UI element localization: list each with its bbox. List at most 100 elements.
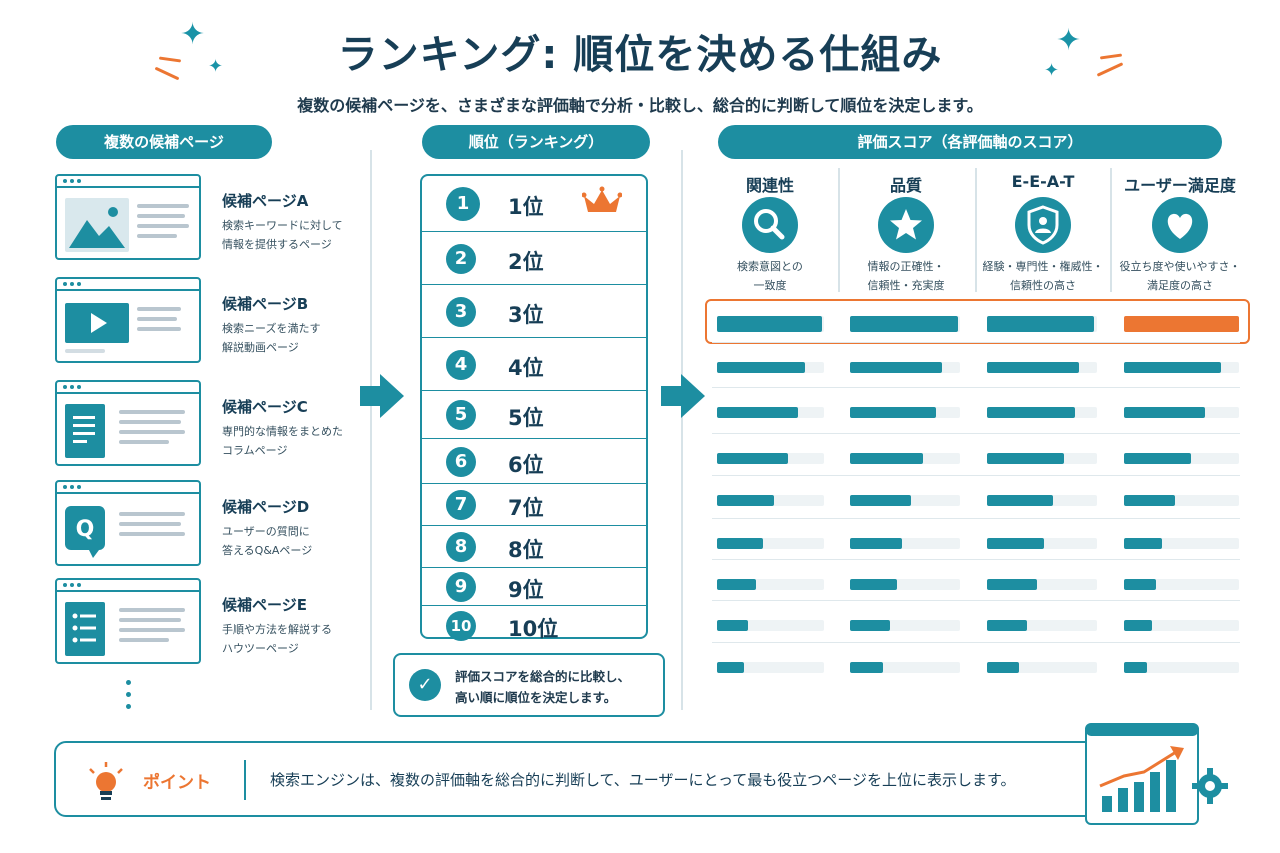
score-bar [1124, 579, 1156, 590]
candidate-title: 候補ページE [222, 596, 307, 614]
point-separator [244, 760, 246, 800]
rank-number-badge: 6 [446, 446, 476, 477]
score-bar [717, 662, 744, 673]
score-row-divider [712, 600, 1240, 601]
score-bar [1124, 407, 1205, 418]
rank-row: 8 8位 [422, 526, 646, 568]
score-bar-track [987, 579, 1097, 590]
rank-label: 9位 [508, 578, 544, 602]
metric-description: 経験・専門性・権威性・ 信頼性の高さ [982, 260, 1104, 292]
score-row-divider [712, 559, 1240, 560]
score-row-divider [712, 387, 1240, 388]
score-bar [987, 362, 1079, 373]
rank-number-badge: 2 [446, 243, 476, 274]
score-bar [850, 662, 883, 673]
candidate-page-e-thumbnail [55, 578, 201, 664]
score-bar-track [850, 495, 960, 506]
score-bar-track [850, 407, 960, 418]
rank-label: 7位 [508, 496, 544, 520]
score-bar-track [987, 620, 1097, 631]
score-bar [717, 362, 805, 373]
score-bar-track [1124, 538, 1239, 549]
score-bar-track [850, 620, 960, 631]
score-bar-track [850, 579, 960, 590]
top-rank-highlight [705, 299, 1250, 344]
metric-name: E-E-A-T [1011, 172, 1075, 191]
score-bar-track [717, 316, 824, 332]
score-row-divider [712, 475, 1240, 476]
more-dots-icon [126, 680, 132, 716]
arrow-right-icon [661, 374, 705, 418]
score-bar [850, 316, 958, 332]
list-icon [65, 602, 105, 656]
score-bar [987, 538, 1044, 549]
score-bar [850, 538, 902, 549]
score-bar [987, 579, 1037, 590]
score-bar-track [717, 407, 824, 418]
rank-number-badge: 5 [446, 400, 476, 430]
score-bar [717, 538, 763, 549]
score-bar-track [987, 407, 1097, 418]
score-bar [987, 495, 1053, 506]
star-icon [878, 197, 934, 253]
score-bar [850, 495, 911, 506]
candidate-title: 候補ページC [222, 398, 308, 416]
metric-description: 役立ち度や使いやすさ・ 満足度の高さ [1119, 260, 1241, 292]
column-separator [975, 168, 977, 292]
video-icon [65, 303, 129, 343]
arrow-right-icon [360, 374, 404, 418]
score-bar-track [987, 538, 1097, 549]
column-separator [838, 168, 840, 292]
score-bar [717, 620, 748, 631]
metric-description: 検索意図との 一致度 [737, 260, 803, 292]
score-bar-track [1124, 662, 1239, 673]
column-divider [681, 150, 683, 710]
score-bar-track [850, 453, 960, 464]
score-bar-track [717, 495, 824, 506]
score-bar [850, 579, 897, 590]
rank-row: 1 1位 [422, 176, 646, 232]
score-row-divider [712, 642, 1240, 643]
score-bar-track [987, 316, 1097, 332]
section-candidates-label: 複数の候補ページ [56, 125, 272, 159]
candidate-description: ユーザーの質問に 答えるQ&Aページ [222, 525, 313, 557]
score-bar-track [1124, 316, 1239, 332]
score-bar-track [850, 538, 960, 549]
score-bar [987, 407, 1075, 418]
score-bar [987, 620, 1027, 631]
rank-label: 6位 [508, 452, 544, 477]
sparkle-icon: ✦ [1056, 23, 1082, 58]
candidate-page-b-thumbnail [55, 277, 201, 363]
column-divider [370, 150, 372, 710]
sparkle-icon: ✦ [208, 56, 224, 77]
heart-icon [1152, 197, 1208, 253]
score-bar [1124, 316, 1239, 332]
score-bar-track [717, 620, 824, 631]
candidate-page-a-thumbnail [55, 174, 201, 260]
check-icon: ✓ [409, 669, 441, 701]
score-bar [1124, 362, 1221, 373]
svg-text:Q: Q [76, 517, 95, 542]
metric-name: 関連性 [745, 176, 794, 195]
sparkle-icon: ✦ [1044, 60, 1060, 81]
score-bar-track [987, 495, 1097, 506]
score-bar-track [1124, 362, 1239, 373]
score-bar-track [717, 538, 824, 549]
rank-row: 6 6位 [422, 439, 646, 484]
crown-icon [581, 186, 623, 224]
score-bar [1124, 620, 1152, 631]
candidate-description: 手順や方法を解説する ハウツーページ [222, 623, 332, 655]
rank-number-badge: 3 [446, 296, 476, 327]
score-bar-track [1124, 407, 1239, 418]
rank-number-badge: 4 [446, 349, 476, 380]
column-separator [1110, 168, 1112, 292]
score-bar-track [987, 453, 1097, 464]
score-bar-track [1124, 453, 1239, 464]
rank-row: 10 10位 [422, 606, 646, 645]
rank-label: 5位 [508, 406, 544, 430]
point-text: 検索エンジンは、複数の評価軸を総合的に判断して、ユーザーにとって最も役立つページ… [270, 771, 1016, 789]
candidate-page-c-thumbnail [55, 380, 201, 466]
candidate-title: 候補ページA [222, 192, 309, 210]
score-bar-track [987, 362, 1097, 373]
score-bar-track [1124, 495, 1239, 506]
